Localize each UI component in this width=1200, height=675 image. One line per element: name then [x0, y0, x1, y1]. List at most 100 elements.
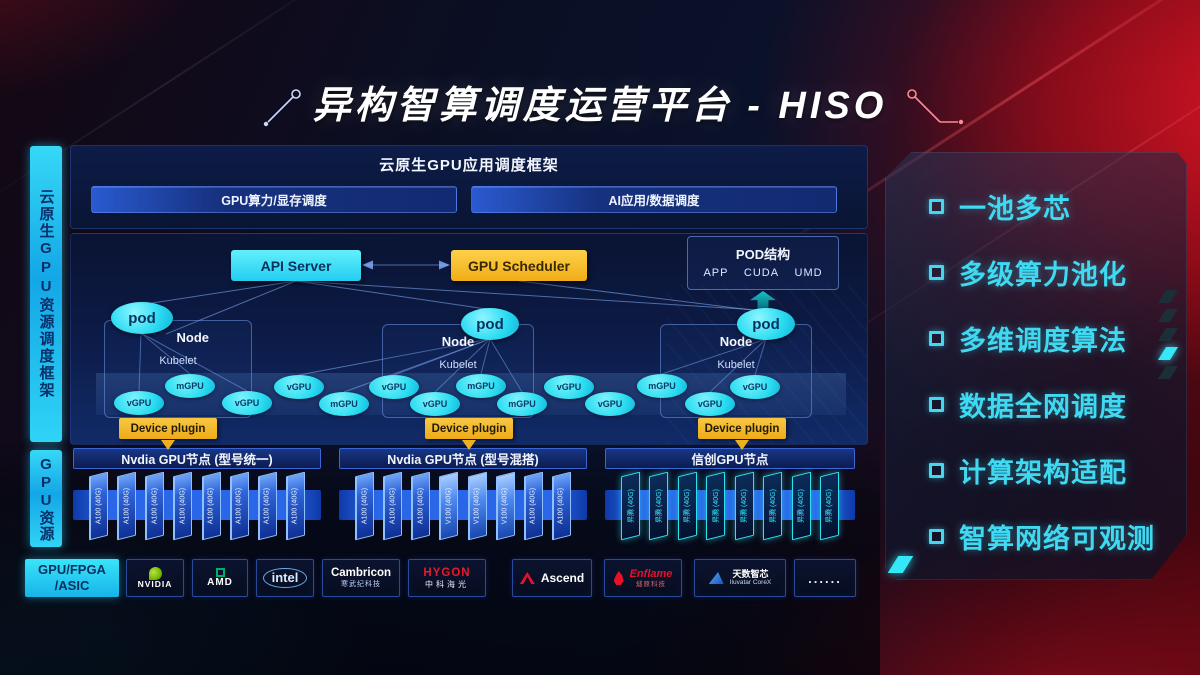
gpu-card: A100 (40G): [258, 474, 277, 538]
gpu-card: 昇腾 (40G): [649, 474, 668, 538]
gpu-card: A100 (40G): [552, 474, 571, 538]
ascend-logo-icon: [519, 572, 535, 584]
gpu-card-label: A100 (40G): [95, 487, 102, 525]
square-bullet-icon: [929, 529, 944, 544]
gpu-card-label: A100 (40G): [529, 487, 537, 525]
vendor-subname: 中科海光: [424, 580, 469, 590]
gpu-card-label: A100 (40G): [389, 487, 397, 525]
vendor-subname: 燧原科技: [635, 580, 666, 588]
gpu-group-header-uniform: Nvdia GPU节点 (型号统一): [73, 448, 321, 469]
feature-label: 智算网络可观测: [959, 524, 1155, 554]
gpu-card: 昇腾 (40G): [706, 474, 725, 538]
gpu-card: A100 (40G): [89, 474, 108, 538]
mgpu-ellipse: mGPU: [165, 374, 215, 398]
vendor-intel: intel: [256, 559, 314, 597]
category-line1: GPU/FPGA: [38, 561, 106, 577]
gpu-card: A100 (40G): [411, 474, 430, 538]
gpu-shelf-bar: [73, 490, 321, 520]
gpu-card-row-uniform: A100 (40G) A100 (40G) A100 (40G) A100 (4…: [73, 474, 321, 544]
kubelet-label: Kubelet: [717, 359, 755, 371]
square-bullet-icon: [929, 265, 944, 280]
module-ai-data-scheduling: AI应用/数据调度: [471, 186, 837, 213]
gpu-card: 昇腾 (40G): [678, 474, 697, 538]
feature-label: 多级算力池化: [959, 260, 1127, 290]
feature-item: 一池多芯: [929, 189, 1187, 224]
gpu-card: A100 (40G): [524, 474, 543, 538]
vendor-subname: 寒武纪科技: [340, 580, 381, 588]
vendor-cambricon: Cambricon 寒武纪科技: [322, 559, 400, 597]
node-label: Node: [441, 334, 475, 349]
vendor-name: AMD: [207, 576, 233, 588]
amd-logo-icon: [215, 567, 225, 577]
gpu-card-label: 昇腾 (40G): [769, 489, 777, 523]
gpu-card-row-xinchuang: 昇腾 (40G) 昇腾 (40G) 昇腾 (40G) 昇腾 (40G) 昇腾 (…: [605, 474, 855, 544]
enflame-logo-icon: [613, 571, 624, 585]
kubelet-label: Kubelet: [439, 359, 477, 371]
device-plugin-arrow-icon: [735, 440, 749, 450]
mgpu-ellipse: mGPU: [319, 392, 369, 416]
pod-structure-title: POD结构: [735, 247, 791, 262]
vgpu-ellipse: vGPU: [544, 375, 594, 399]
square-bullet-icon: [929, 331, 944, 346]
vendor-name: Cambricon: [330, 567, 392, 580]
square-bullet-icon: [929, 199, 944, 214]
intel-logo: intel: [262, 568, 308, 588]
feature-item: 多维调度算法: [929, 321, 1187, 356]
gpu-group-header-xinchuang: 信创GPU节点: [605, 448, 855, 469]
vendor-name: Enflame: [629, 567, 673, 580]
gpu-card: 昇腾 (40G): [792, 474, 811, 538]
vgpu-ellipse: vGPU: [274, 375, 324, 399]
feature-item: 计算架构适配: [929, 453, 1187, 488]
gpu-card-label: 昇腾 (40G): [741, 489, 749, 523]
page-title: 异构智算调度运营平台 - HISO: [312, 85, 888, 127]
gpu-card: 昇腾 (40G): [621, 474, 640, 538]
gpu-card-label: A100 (40G): [207, 487, 215, 525]
gpu-card-label: 昇腾 (40G): [627, 489, 635, 523]
feature-label: 多维调度算法: [959, 326, 1127, 356]
device-plugin-box: Device plugin: [425, 418, 513, 439]
gpu-card-label: A100 (40G): [557, 487, 565, 525]
gpu-card-label: A100 (40G): [361, 487, 368, 525]
gpu-card: A100 (40G): [286, 474, 305, 538]
gpu-card: A100 (40G): [355, 474, 374, 538]
gpu-card: A100 (40G): [202, 474, 221, 538]
feature-label: 数据全网调度: [959, 392, 1127, 422]
gpu-card-row-mixed: A100 (40G) A100 (40G) A100 (40G) V100 (4…: [339, 474, 587, 544]
vendor-name: 天数智芯: [732, 569, 769, 580]
gpu-card: 昇腾 (40G): [820, 474, 839, 538]
gpu-card-label: V100 (40G): [445, 487, 453, 525]
gpu-card-label: A100 (40G): [291, 487, 299, 525]
vendor-amd: AMD: [192, 559, 248, 597]
vendor-name: Ascend: [540, 571, 585, 585]
kubelet-label: Kubelet: [159, 355, 197, 367]
device-plugin-box: Device plugin: [698, 418, 786, 439]
vendor-ascend: Ascend: [512, 559, 592, 597]
mgpu-ellipse: mGPU: [637, 374, 687, 398]
category-line2: /ASIC: [54, 578, 90, 593]
pod-ellipse: pod: [111, 302, 173, 334]
gpu-card: V100 (40G): [468, 474, 487, 538]
gpu-card: A100 (40G): [383, 474, 402, 538]
node-label: Node: [719, 334, 753, 349]
vendor-subname: Iluvatar CoreX: [729, 579, 772, 587]
vgpu-ellipse: vGPU: [685, 392, 735, 416]
gpu-card: 昇腾 (40G): [735, 474, 754, 538]
feature-item: 数据全网调度: [929, 387, 1187, 422]
gpu-card-label: V100 (40G): [473, 487, 481, 525]
vgpu-ellipse: vGPU: [410, 392, 460, 416]
gpu-card-label: 昇腾 (40G): [712, 489, 720, 523]
gpu-card-label: 昇腾 (40G): [798, 489, 806, 523]
vendor-nvidia: NVIDIA: [126, 559, 184, 597]
gpu-card-label: A100 (40G): [235, 487, 243, 525]
scheduling-diagram-panel: API Server GPU Scheduler POD结构 APP CUDA …: [70, 233, 868, 450]
feature-item: 智算网络可观测: [929, 519, 1187, 554]
vgpu-ellipse: vGPU: [222, 391, 272, 415]
sidebar-gpu-resource-label: GPU资源: [30, 450, 62, 547]
device-plugin-box: Device plugin: [119, 418, 217, 439]
pod-layer-umd: UMD: [794, 267, 823, 279]
gpu-card: A100 (40G): [145, 474, 164, 538]
vendor-name: ......: [808, 570, 842, 586]
connector-lines: [138, 260, 769, 393]
feature-label: 计算架构适配: [959, 458, 1127, 488]
feature-label: 一池多芯: [959, 194, 1071, 224]
